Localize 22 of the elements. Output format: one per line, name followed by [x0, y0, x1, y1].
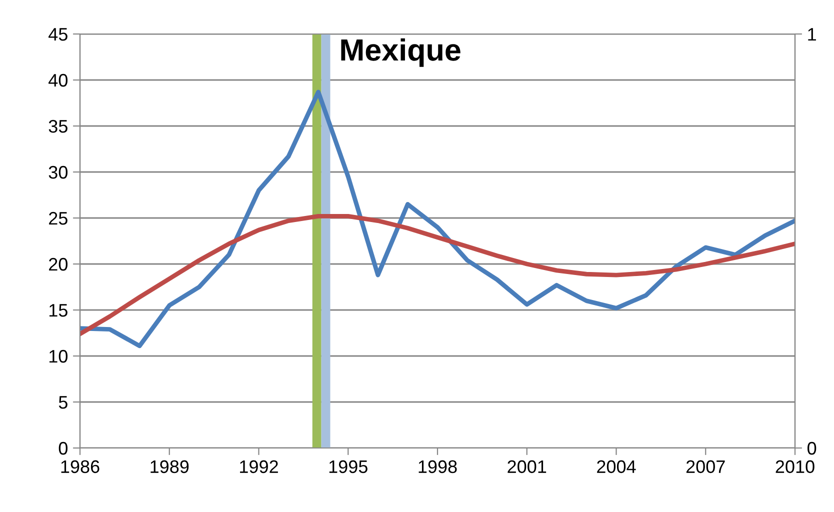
band-label: Mexique: [341, 38, 460, 67]
x-tick-label: 1992: [240, 460, 278, 474]
y-tick-label: 35: [48, 120, 68, 133]
y-tick-label: 15: [49, 304, 68, 317]
x-tick-label: 1995: [329, 460, 368, 474]
y-tick-label: 5: [58, 396, 68, 409]
y-tick-label: 20: [49, 258, 68, 271]
x-tick-label: 2001: [508, 460, 546, 474]
x-tick-label: 2004: [597, 460, 636, 474]
x-tick-label: 1989: [150, 460, 189, 474]
x-tick-label: 1986: [61, 460, 100, 474]
y2-tick-label: 0: [808, 442, 816, 455]
y-tick-label: 40: [48, 74, 68, 87]
x-tick-label: 2010: [776, 460, 814, 474]
y-tick-label: 0: [58, 442, 68, 455]
x-tick-label: 1998: [418, 460, 457, 474]
y2-tick-label: 1: [808, 28, 816, 41]
x-tick-label: 2007: [686, 460, 725, 474]
y-tick-label: 30: [48, 166, 68, 179]
y-tick-label: 45: [48, 28, 68, 41]
y-tick-label: 10: [49, 350, 68, 363]
y-tick-label: 25: [49, 212, 68, 225]
